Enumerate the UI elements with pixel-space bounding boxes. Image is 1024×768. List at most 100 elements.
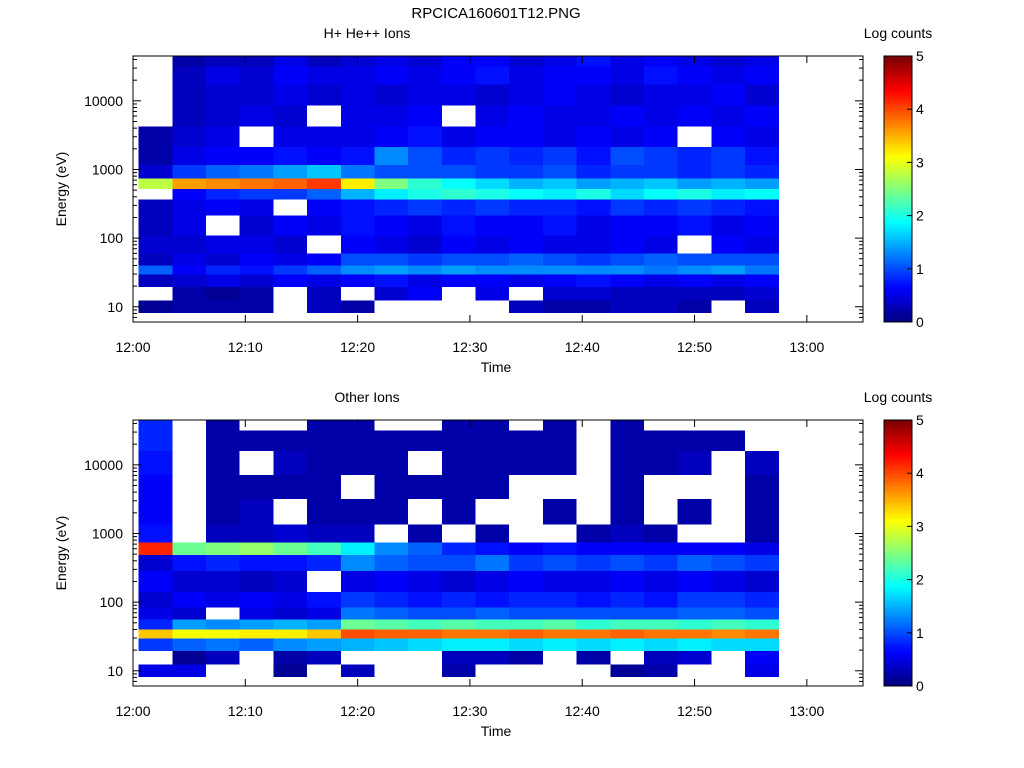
heatmap-cell — [408, 84, 442, 106]
heatmap-cell — [307, 126, 341, 148]
heatmap-cell — [374, 126, 409, 148]
heatmap-cell — [441, 84, 476, 106]
plot-frame — [132, 419, 864, 687]
colorbar-swatch — [884, 300, 912, 304]
heatmap-cell — [307, 629, 341, 639]
h-ions-spectrogram-panel: H+ He++ Ions 12:00 12:10 12:20 12:30 12:40 12:… — [53, 25, 932, 375]
heatmap-cell — [711, 178, 746, 189]
heatmap-cell — [677, 178, 712, 189]
heatmap-cell — [677, 430, 712, 452]
colorbar-frame — [883, 419, 913, 687]
colorbar-swatch — [884, 87, 912, 92]
heatmap-cell — [441, 199, 476, 216]
heatmap-cell — [441, 126, 476, 148]
heatmap-cell — [677, 300, 712, 313]
heatmap-cell — [408, 554, 442, 572]
heatmap-cell — [138, 607, 173, 620]
heatmap-cell — [711, 84, 746, 106]
heatmap-cell — [138, 420, 173, 431]
heatmap-cell — [273, 651, 308, 665]
heatmap-cell — [273, 56, 308, 67]
heatmap-cell — [374, 56, 409, 67]
heatmap-cell — [408, 56, 442, 67]
colorbar-swatch — [884, 473, 912, 477]
heatmap-cell — [138, 430, 173, 452]
colorbar-swatch — [884, 276, 912, 281]
heatmap-cell — [408, 66, 442, 85]
heatmap-cell — [576, 651, 611, 665]
heatmap-cell — [307, 300, 341, 313]
heatmap-cell — [206, 651, 240, 665]
heatmap-cell — [711, 571, 746, 592]
heatmap-cell — [374, 451, 409, 476]
heatmap-cell — [677, 571, 712, 592]
colorbar-swatch — [884, 622, 912, 626]
heatmap-cell — [239, 189, 274, 200]
heatmap-cell — [576, 199, 611, 216]
heatmap-cell — [677, 638, 712, 652]
heatmap-cell — [273, 542, 308, 555]
heatmap-cell — [273, 189, 308, 200]
colorbar-swatch — [884, 654, 912, 658]
colorbar-swatch — [884, 247, 912, 251]
colorbar-swatch — [884, 449, 912, 453]
heatmap-cell — [239, 66, 274, 85]
colorbar-swatch — [884, 470, 912, 474]
heatmap-cell — [206, 189, 240, 200]
heatmap-cell — [273, 619, 308, 630]
heatmap-cell — [273, 105, 308, 127]
colorbar-swatch — [884, 457, 912, 461]
heatmap-cell — [307, 215, 341, 236]
heatmap-cell — [307, 651, 341, 665]
heatmap-cell — [172, 56, 206, 67]
heatmap-cell — [273, 253, 308, 266]
heatmap-cell — [138, 554, 173, 572]
colorbar-swatch — [884, 624, 912, 629]
colorbar-swatch — [884, 159, 912, 163]
heatmap-cell — [374, 638, 409, 652]
heatmap-cell — [441, 147, 476, 166]
colorbar-swatch — [884, 151, 912, 156]
heatmap-cell — [374, 287, 409, 301]
heatmap-cell — [172, 542, 206, 555]
heatmap-cell — [172, 651, 206, 665]
x-tick-label: 12:00 — [115, 339, 150, 355]
heatmap-cell — [441, 178, 476, 189]
heatmap-cell — [475, 199, 510, 216]
heatmap-cell — [138, 664, 173, 677]
colorbar-swatch — [884, 592, 912, 597]
heatmap-cell — [711, 215, 746, 236]
heatmap-cell — [441, 235, 476, 254]
heatmap-cell — [475, 591, 510, 608]
heatmap-cell — [307, 554, 341, 572]
heatmap-cell — [374, 84, 409, 106]
heatmap-cell — [138, 274, 173, 288]
heatmap-cell — [576, 619, 611, 630]
heatmap-cell — [610, 524, 644, 543]
heatmap-cell — [273, 475, 308, 500]
x-tick-label: 12:50 — [677, 339, 712, 355]
heatmap-cell — [745, 265, 779, 275]
y-tick-label: 10000 — [84, 93, 123, 109]
heatmap-cell — [745, 165, 779, 179]
heatmap-cell — [374, 475, 409, 500]
heatmap-cell — [542, 235, 577, 254]
colorbar-swatch — [884, 584, 912, 589]
heatmap-cell — [475, 451, 510, 476]
heatmap-cell — [644, 619, 678, 630]
colorbar-swatch — [884, 242, 912, 246]
heatmap-cell — [576, 178, 611, 189]
heatmap-cell — [610, 554, 644, 572]
heatmap-cell — [374, 165, 409, 179]
heatmap-cell — [644, 524, 678, 543]
colorbar-swatch — [884, 244, 912, 249]
colorbar-swatch — [884, 215, 912, 219]
heatmap-cell — [340, 66, 375, 85]
x-axis-label: Time — [481, 359, 512, 375]
heatmap-cell — [239, 274, 274, 288]
heatmap-cell — [273, 591, 308, 608]
heatmap-cell — [576, 165, 611, 179]
heatmap-cell — [138, 235, 173, 254]
heatmap-cell — [307, 84, 341, 106]
heatmap-cell — [172, 66, 206, 85]
